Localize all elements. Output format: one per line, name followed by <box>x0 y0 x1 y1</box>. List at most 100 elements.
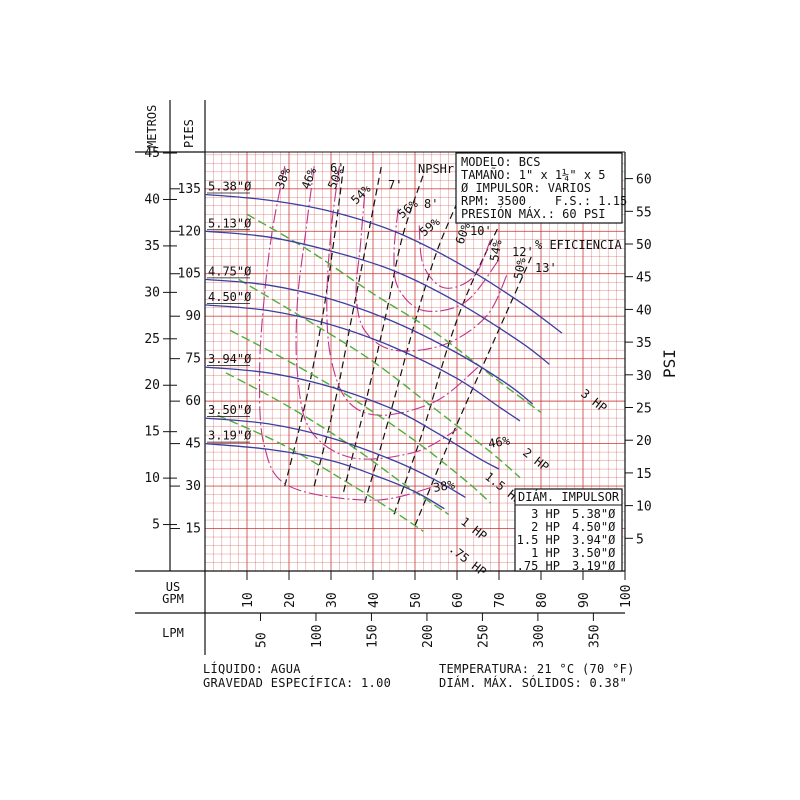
tick-label-m: 35 <box>144 239 160 254</box>
tick-label-m: 5 <box>152 518 160 533</box>
tick-label-psi: 55 <box>636 205 652 220</box>
npshr-curve <box>393 225 500 515</box>
tick-label-gpm: 80 <box>535 592 550 608</box>
tick-label-m: 15 <box>144 425 160 440</box>
npshr-curve <box>364 202 458 504</box>
impeller-curve <box>204 230 550 365</box>
tick-label-m: 30 <box>144 285 160 300</box>
tick-label-ft: 90 <box>185 309 201 324</box>
efficiency-label: 38% <box>273 165 294 191</box>
tick-label-lpm: 350 <box>587 625 602 648</box>
tick-label-psi: 50 <box>636 238 652 253</box>
hp-label: 2 HP <box>520 445 551 474</box>
curve-labels: 5.38"Ø5.13"Ø4.75"Ø4.50"Ø3.94"Ø3.50"Ø3.19… <box>207 161 622 579</box>
tick-label-lpm: 150 <box>365 625 380 648</box>
footer-right: TEMPERATURA: 21 °C (70 °F) DIÁM. MÁX. SÓ… <box>439 662 635 690</box>
axes: METROS PIES PSI 5 10 15 20 25 30 35 40 45 15 30 45 60 75… <box>144 105 679 648</box>
impeller-table-hp: 1.5 HP <box>517 533 560 547</box>
impeller-table-diam: 4.50"Ø <box>572 520 616 534</box>
footer-gravedad: GRAVEDAD ESPECÍFICA: 1.00 <box>203 676 392 690</box>
impeller-label: 4.75"Ø <box>208 264 252 278</box>
tick-label-psi: 10 <box>636 500 652 515</box>
efficiency-curve <box>355 194 508 352</box>
hp-curve <box>238 278 521 479</box>
tick-label-lpm: 50 <box>254 632 269 648</box>
info-tamano: TAMAÑO: 1" x 1¼" x 5 <box>461 167 606 182</box>
tick-label-psi: 30 <box>636 369 652 384</box>
efficiency-label: 59% <box>417 214 443 239</box>
tick-label-gpm: 90 <box>577 592 592 608</box>
tick-label-gpm: 40 <box>367 592 382 608</box>
efficiency-label: 38% <box>432 477 457 495</box>
tick-label-lpm: 250 <box>476 625 491 648</box>
tick-label-psi: 5 <box>636 532 644 547</box>
impeller-table-hp: 3 HP <box>531 507 560 521</box>
efficiency-label: 54% <box>348 181 374 207</box>
efficiency-title: % EFICIENCIA <box>535 238 622 252</box>
impeller-label: 4.50"Ø <box>208 290 252 304</box>
efficiency-label: 46% <box>299 165 320 191</box>
impeller-label: 5.38"Ø <box>208 179 252 193</box>
tick-label-gpm: 30 <box>325 592 340 608</box>
tick-label-ft: 45 <box>185 437 201 452</box>
tick-label-gpm: 10 <box>241 592 256 608</box>
tick-label-m: 25 <box>144 332 160 347</box>
y-label-meters: METROS <box>145 105 159 148</box>
tick-label-ft: 75 <box>185 352 201 367</box>
impeller-table-diam: 3.94"Ø <box>572 533 616 547</box>
impeller-label: 3.19"Ø <box>208 429 252 443</box>
efficiency-label: 56% <box>395 196 421 221</box>
impeller-table-hp: 2 HP <box>531 520 560 534</box>
tick-label-psi: 45 <box>636 271 652 286</box>
impeller-curve <box>204 278 534 405</box>
footer-temperatura: TEMPERATURA: 21 °C (70 °F) <box>439 662 635 676</box>
hp-curve <box>217 414 424 532</box>
tick-label-psi: 25 <box>636 402 652 417</box>
tick-label-m: 20 <box>144 378 160 393</box>
tick-label-gpm: 50 <box>409 592 424 608</box>
y-label-feet: PIES <box>182 119 196 148</box>
tick-label-ft: 120 <box>178 224 201 239</box>
efficiency-label: 46% <box>487 433 512 451</box>
npshr-label: 7' <box>388 178 402 192</box>
tick-label-ft: 60 <box>185 394 201 409</box>
x-label-lpm: LPM <box>162 626 184 640</box>
efficiency-curve <box>418 225 492 289</box>
tick-label-m: 40 <box>144 192 160 207</box>
hp-label: .75 HP <box>446 541 489 579</box>
impeller-table-diam: 3.19"Ø <box>572 559 616 573</box>
npshr-label: 6' <box>330 161 344 175</box>
npshr-curve <box>343 174 424 492</box>
impeller-label: 3.94"Ø <box>208 352 252 366</box>
tick-label-m: 45 <box>144 146 160 161</box>
npshr-label: 12' <box>512 245 534 259</box>
tick-label-ft: 30 <box>185 479 201 494</box>
npshr-label: 10' <box>470 224 492 238</box>
tick-label-ft: 135 <box>178 182 201 197</box>
y-label-psi: PSI <box>660 349 679 378</box>
impeller-table-hp: 1 HP <box>531 546 560 560</box>
impeller-curves <box>204 193 563 510</box>
tick-label-lpm: 100 <box>310 625 325 648</box>
tick-label-gpm: 100 <box>619 585 634 608</box>
tick-label-ft: 105 <box>178 267 201 282</box>
impeller-curve <box>204 417 466 498</box>
tick-label-psi: 40 <box>636 303 652 318</box>
footer-liquido: LÍQUIDO: AGUA <box>203 662 301 676</box>
tick-label-gpm: 60 <box>451 592 466 608</box>
impeller-label: 3.50"Ø <box>208 403 252 417</box>
tick-label-psi: 60 <box>636 173 652 188</box>
npshr-label: 13' <box>535 261 557 275</box>
efficiency-curve <box>295 166 458 460</box>
tick-label-lpm: 300 <box>532 625 547 648</box>
info-presion: PRESIÓN MÁX.: 60 PSI <box>461 206 606 221</box>
npshr-title: NPSHr <box>418 162 454 176</box>
impeller-curve <box>204 193 563 334</box>
tick-label-m: 10 <box>144 471 160 486</box>
tick-label-gpm: 20 <box>283 592 298 608</box>
impeller-label: 5.13"Ø <box>208 216 252 230</box>
info-box: MODELO: BCS TAMAÑO: 1" x 1¼" x 5 Ø IMPUL… <box>455 152 627 224</box>
impeller-curve <box>204 442 445 510</box>
hp-curve <box>229 329 492 504</box>
